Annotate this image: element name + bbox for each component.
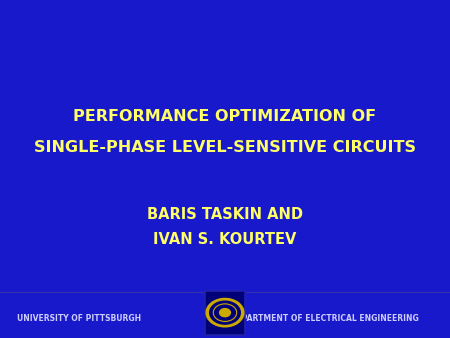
Circle shape [210,301,240,324]
FancyBboxPatch shape [205,291,245,335]
Text: IVAN S. KOURTEV: IVAN S. KOURTEV [153,233,297,247]
Circle shape [220,309,230,317]
Text: BARIS TASKIN AND: BARIS TASKIN AND [147,207,303,222]
Text: PERFORMANCE OPTIMIZATION OF: PERFORMANCE OPTIMIZATION OF [73,109,377,124]
Text: DEPARTMENT OF ELECTRICAL ENGINEERING: DEPARTMENT OF ELECTRICAL ENGINEERING [230,314,418,323]
Circle shape [206,298,244,327]
Text: UNIVERSITY OF PITTSBURGH: UNIVERSITY OF PITTSBURGH [17,314,141,323]
Text: SINGLE-PHASE LEVEL-SENSITIVE CIRCUITS: SINGLE-PHASE LEVEL-SENSITIVE CIRCUITS [34,140,416,154]
